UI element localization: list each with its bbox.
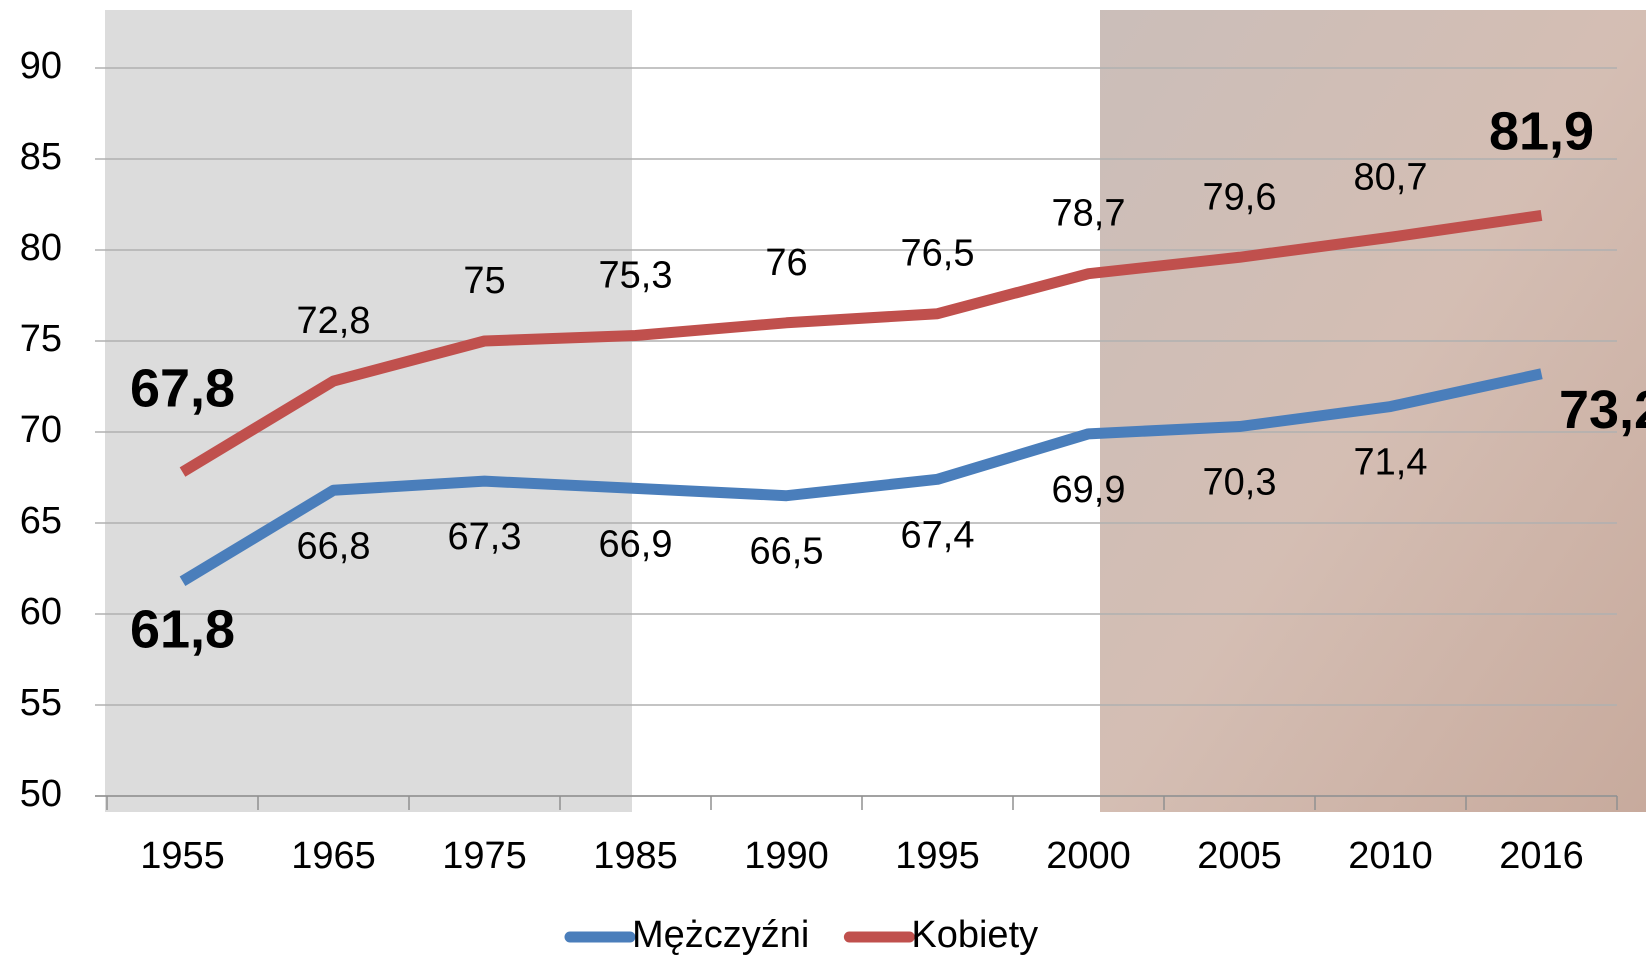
y-tick-label: 55 bbox=[20, 682, 62, 724]
data-label: 61,8 bbox=[130, 600, 235, 660]
data-label: 70,3 bbox=[1203, 462, 1277, 504]
x-tick-label: 1965 bbox=[291, 835, 376, 877]
legend-label: Mężczyźni bbox=[632, 914, 809, 956]
x-tick-label: 2005 bbox=[1197, 835, 1282, 877]
y-tick-label: 50 bbox=[20, 773, 62, 815]
chart: 50 55 60 65 70 75 80 85 90 1955 1965 1975 1985 1990 19… bbox=[0, 0, 1646, 963]
data-label: 76,5 bbox=[901, 233, 975, 275]
y-tick-label: 85 bbox=[20, 136, 62, 178]
data-label: 73,2 bbox=[1559, 380, 1646, 440]
data-label: 69,9 bbox=[1052, 469, 1126, 511]
data-label: 81,9 bbox=[1489, 102, 1594, 162]
y-tick-label: 60 bbox=[20, 591, 62, 633]
x-tick-label: 1990 bbox=[744, 835, 829, 877]
data-label: 71,4 bbox=[1354, 442, 1428, 484]
data-label: 80,7 bbox=[1354, 156, 1428, 198]
data-label: 67,4 bbox=[901, 514, 975, 556]
data-label: 78,7 bbox=[1052, 193, 1126, 235]
y-tick-label: 65 bbox=[20, 500, 62, 542]
data-label: 75 bbox=[463, 260, 505, 302]
data-label: 66,5 bbox=[750, 531, 824, 573]
x-tick-label: 1985 bbox=[593, 835, 678, 877]
x-tick-label: 1955 bbox=[140, 835, 225, 877]
y-tick-label: 80 bbox=[20, 227, 62, 269]
data-label: 76 bbox=[765, 242, 807, 284]
data-label: 72,8 bbox=[297, 300, 371, 342]
y-tick-label: 75 bbox=[20, 318, 62, 360]
data-label: 66,9 bbox=[599, 523, 673, 565]
x-tick-label: 2000 bbox=[1046, 835, 1131, 877]
y-tick-label: 70 bbox=[20, 409, 62, 451]
data-label: 67,8 bbox=[130, 358, 235, 418]
x-tick-label: 2010 bbox=[1348, 835, 1433, 877]
legend-label: Kobiety bbox=[911, 914, 1038, 956]
x-tick-label: 1995 bbox=[895, 835, 980, 877]
data-label: 66,8 bbox=[297, 525, 371, 567]
data-label: 79,6 bbox=[1203, 176, 1277, 218]
data-label: 67,3 bbox=[448, 516, 522, 558]
data-label: 75,3 bbox=[599, 255, 673, 297]
x-tick-label: 2016 bbox=[1499, 835, 1584, 877]
x-tick-label: 1975 bbox=[442, 835, 527, 877]
y-tick-label: 90 bbox=[20, 45, 62, 87]
